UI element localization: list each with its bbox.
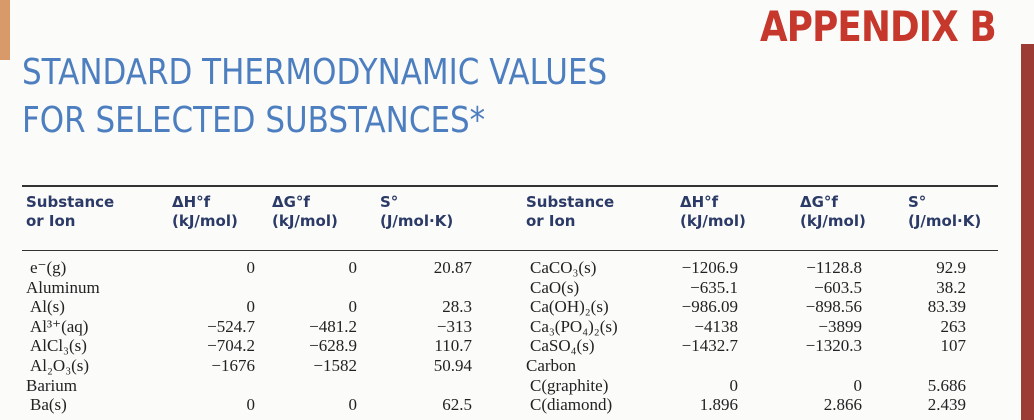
substance: e⁻(g) (30, 258, 67, 277)
substance: Ca₃(PO₄)₂(s) (530, 316, 618, 336)
substance: C(graphite) (530, 375, 609, 395)
header-line: ΔG°f (272, 193, 310, 211)
corner-mark (0, 0, 10, 60)
value-cell: −4138 (694, 316, 738, 336)
header-line: (kJ/mol) (680, 212, 746, 230)
column-header: ΔG°f (kJ/mol) (800, 193, 866, 231)
substance: C(diamond) (530, 395, 613, 415)
value-cell: 0 (853, 375, 863, 395)
header-line: or Ion (526, 212, 576, 230)
value-cell: 0 (246, 395, 256, 415)
value-cell: 2.439 (927, 395, 966, 415)
value-cell: 20.87 (433, 258, 472, 277)
header-line: or Ion (26, 212, 76, 230)
substance: Al³⁺(aq) (30, 316, 89, 336)
header-line: ΔH°f (172, 193, 211, 211)
header-line: Substance (26, 193, 115, 211)
column-header: S° (J/mol·K) (908, 193, 981, 231)
title-line: FOR SELECTED SUBSTANCES* (22, 100, 486, 141)
value-cell: 62.5 (442, 395, 472, 415)
value-cell: 38.2 (936, 277, 966, 297)
value-cell: 28.3 (442, 297, 472, 317)
value-cell: 0 (246, 297, 256, 317)
column-header: ΔG°f (kJ/mol) (272, 193, 338, 231)
group-heading: Barium (26, 375, 77, 395)
value-cell: −628.9 (309, 336, 357, 356)
value-cell: −524.7 (207, 316, 255, 336)
header-line: (kJ/mol) (272, 212, 338, 230)
title-line: STANDARD THERMODYNAMIC VALUES (22, 52, 608, 93)
value-cell: −1206.9 (681, 258, 738, 277)
column-header: ΔH°f (kJ/mol) (680, 193, 746, 231)
header-line: (J/mol·K) (380, 212, 454, 230)
group-heading: Carbon (526, 356, 577, 375)
value-cell: 0 (729, 375, 739, 395)
value-cell: 83.39 (927, 297, 966, 317)
substance: Al(s) (30, 297, 65, 317)
value-cell: −898.56 (805, 297, 862, 317)
value-cell: 0 (348, 258, 358, 277)
value-cell: −1320.3 (805, 336, 862, 356)
substance: Ca(OH)₂(s) (530, 297, 609, 317)
substance: AlCl₃(s) (30, 336, 87, 356)
header-line: Substance (526, 193, 615, 211)
header-line: (kJ/mol) (172, 212, 238, 230)
substance: Al₂O₃(s) (30, 356, 90, 375)
appendix-label: APPENDIX B (760, 2, 997, 51)
value-cell: 107 (940, 336, 967, 356)
sidebar-bar (1021, 44, 1034, 420)
value-cell: −313 (436, 316, 472, 336)
column-header: S° (J/mol·K) (380, 193, 453, 231)
value-cell: 110.7 (434, 336, 472, 356)
substance: CaSO₄(s) (530, 336, 595, 356)
value-cell: −1128.8 (806, 258, 862, 277)
value-cell: −481.2 (309, 316, 357, 336)
value-cell: −3899 (818, 316, 862, 336)
value-cell: −603.5 (814, 277, 862, 297)
header-line: S° (380, 193, 399, 211)
value-cell: 92.9 (936, 258, 966, 277)
value-cell: 50.94 (433, 356, 472, 375)
value-cell: −1432.7 (681, 336, 738, 356)
value-cell: 2.866 (823, 395, 862, 415)
value-cell: 0 (348, 297, 358, 317)
header-line: ΔH°f (680, 193, 719, 211)
value-cell: 263 (940, 316, 967, 336)
header-line: (J/mol·K) (908, 212, 982, 230)
value-cell: −1582 (313, 356, 357, 375)
value-cell: 0 (246, 258, 256, 277)
value-cell: −986.09 (681, 297, 738, 317)
substance: CaCO₃(s) (530, 258, 597, 277)
substance: Ba(s) (30, 395, 67, 415)
column-header: Substance or Ion (526, 193, 614, 231)
table-top-rule (22, 185, 998, 187)
value-cell: 5.686 (927, 375, 966, 395)
header-line: (kJ/mol) (800, 212, 866, 230)
header-line: S° (908, 193, 927, 211)
column-header: ΔH°f (kJ/mol) (172, 193, 238, 231)
header-line: ΔG°f (800, 193, 838, 211)
value-cell: 1.896 (699, 395, 738, 415)
column-header: Substance or Ion (26, 193, 114, 231)
value-cell: 0 (348, 395, 358, 415)
group-heading: Aluminum (26, 277, 100, 297)
substance: CaO(s) (530, 277, 580, 297)
table-header-rule (22, 250, 998, 251)
value-cell: −704.2 (207, 336, 255, 356)
value-cell: −635.1 (690, 277, 738, 297)
value-cell: −1676 (211, 356, 255, 375)
